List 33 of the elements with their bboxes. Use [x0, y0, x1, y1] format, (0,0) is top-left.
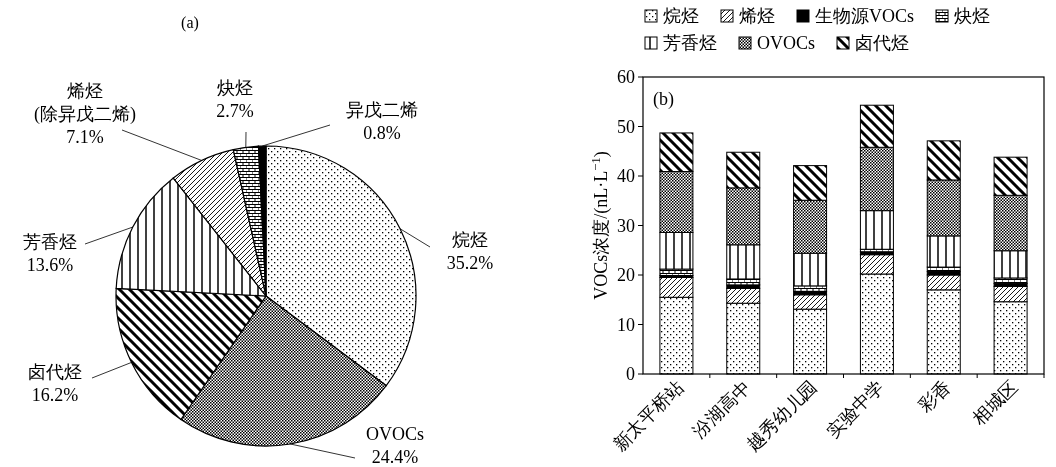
legend-label: 芳香烃 [663, 33, 717, 53]
data-label: 13.6% [26, 255, 74, 275]
slice-label: 烷烃 [452, 230, 488, 250]
x-tick-label: 实验中学 [822, 376, 888, 442]
slice-label: OVOCs [365, 424, 425, 444]
data-label: 2.7% [216, 101, 254, 121]
legend-label: 烯烃 [739, 6, 775, 26]
data-label: 0.8% [363, 123, 401, 143]
y-tick-label: 10 [617, 314, 635, 335]
data-label: 35.2% [446, 253, 494, 273]
y-tick-label: 30 [617, 215, 635, 236]
slice-label: 异戊二烯 [346, 100, 418, 120]
y-tick-label: 60 [617, 67, 635, 87]
y-tick-label: 20 [617, 265, 635, 285]
legend-label: 生物源VOCs [815, 6, 915, 26]
slice-label: 卤代烃 [28, 362, 82, 382]
x-tick-label: 彩香 [914, 376, 955, 417]
chart-title: (a) [181, 14, 199, 32]
legend-label: 烷烃 [663, 6, 699, 26]
slice-label: 芳香烃 [23, 232, 77, 252]
text: (b) [653, 89, 674, 110]
slice-label: 烯烃(除异戊二烯) [34, 81, 136, 125]
legend-label: 卤代烃 [855, 33, 910, 53]
data-label: 7.1% [66, 127, 104, 147]
y-tick-label: 50 [617, 116, 635, 137]
legend-label: OVOCs [757, 33, 816, 53]
legend-label: 炔烃 [954, 6, 991, 26]
data-label: 24.4% [371, 447, 419, 467]
y-tick-label: 0 [626, 364, 635, 384]
x-tick-label: 相城区 [969, 376, 1022, 430]
data-label: 16.2% [31, 385, 79, 405]
y-tick-label: 40 [617, 166, 635, 186]
slice-label: 炔烃 [217, 78, 253, 98]
